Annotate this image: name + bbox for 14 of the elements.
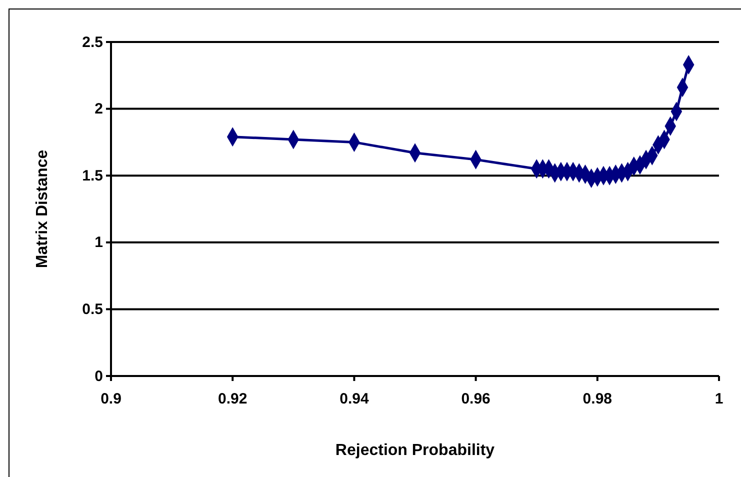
y-tick-label: 2 <box>94 100 103 118</box>
x-tick-label: 0.94 <box>340 390 370 408</box>
y-tick-label: 0 <box>94 368 103 385</box>
y-tick-label: 1 <box>94 234 103 252</box>
x-tick-label: 0.96 <box>461 390 490 408</box>
x-tick-label: 0.9 <box>100 390 122 408</box>
y-tick-label: 2.5 <box>82 34 103 51</box>
y-tick-label: 1.5 <box>82 167 103 184</box>
x-tick-label: 0.92 <box>218 390 248 408</box>
y-tick-label: 0.5 <box>82 301 103 318</box>
y-axis-title: Matrix Distance <box>34 150 51 268</box>
x-tick-label: 0.98 <box>582 390 612 408</box>
x-axis-title: Rejection Probability <box>335 442 495 459</box>
x-tick-label: 1 <box>714 390 724 408</box>
